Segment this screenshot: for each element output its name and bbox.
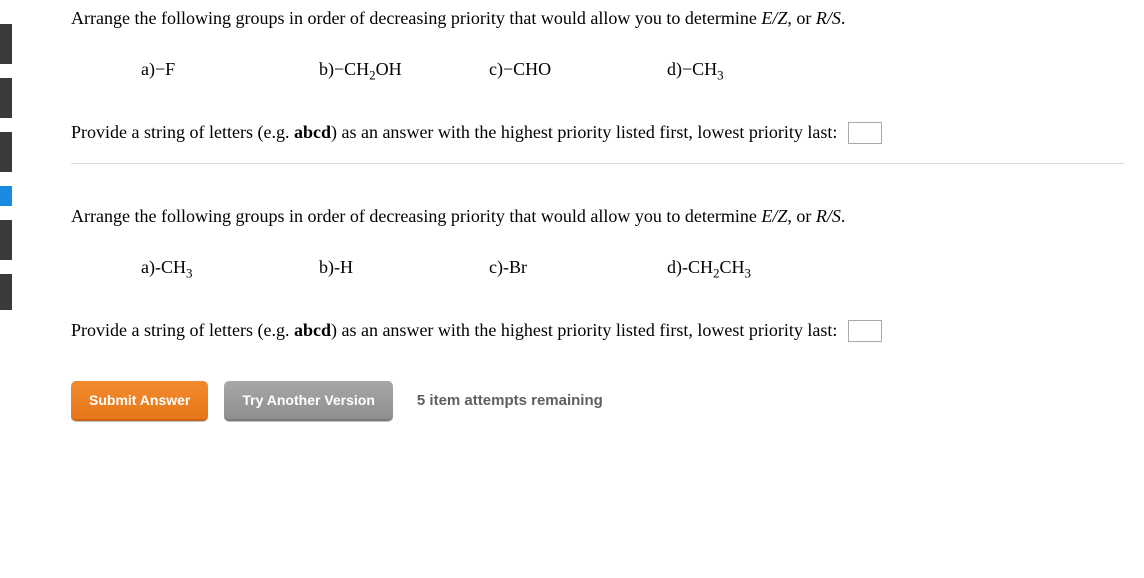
opt-sub: 3 <box>186 266 192 281</box>
opt-sub: 3 <box>717 68 723 83</box>
sidebar-segment[interactable] <box>0 220 12 260</box>
q2-options: a)-CH3 b)-H c)-Br d)-CH2CH3 <box>141 257 1124 282</box>
opt-body-post: OH <box>376 59 402 79</box>
footer-actions: Submit Answer Try Another Version 5 item… <box>71 381 1124 421</box>
q1-answer-input[interactable] <box>848 122 882 144</box>
opt-prefix: b) <box>319 59 334 79</box>
opt-prefix: b) <box>319 257 334 277</box>
opt-body-mid: CH <box>719 257 744 277</box>
try-another-version-button[interactable]: Try Another Version <box>224 381 393 421</box>
opt-body: -H <box>334 257 353 277</box>
opt-body-pre: -CH <box>682 257 713 277</box>
q1-prompt: Arrange the following groups in order of… <box>71 6 1124 31</box>
opt-body: −CHO <box>503 59 551 79</box>
submit-answer-button[interactable]: Submit Answer <box>71 381 208 421</box>
q1-rs: R/S <box>816 8 841 28</box>
instr-pre: Provide a string of letters (e.g. <box>71 122 294 142</box>
opt-body: −F <box>155 59 175 79</box>
opt-sub: 3 <box>745 266 751 281</box>
sidebar-nav-markers <box>0 0 12 310</box>
page: Arrange the following groups in order of… <box>0 0 1144 578</box>
opt-prefix: d) <box>667 257 682 277</box>
sidebar-segment-active[interactable] <box>0 186 12 206</box>
q2-prompt-end: . <box>841 206 846 226</box>
q2-option-c: c)-Br <box>489 257 667 282</box>
sidebar-segment[interactable] <box>0 132 12 172</box>
instr-bold: abcd <box>294 122 331 142</box>
opt-prefix: c) <box>489 257 503 277</box>
opt-body-pre: −CH <box>334 59 369 79</box>
q2-instruction: Provide a string of letters (e.g. abcd) … <box>71 318 1124 343</box>
opt-prefix: a) <box>141 59 155 79</box>
divider <box>71 163 1124 164</box>
q2-ez: E/Z <box>761 206 787 226</box>
attempts-remaining: 5 item attempts remaining <box>417 392 603 409</box>
q2-option-a: a)-CH3 <box>141 257 319 282</box>
q2-option-b: b)-H <box>319 257 489 282</box>
instr-bold: abcd <box>294 320 331 340</box>
q1-instruction: Provide a string of letters (e.g. abcd) … <box>71 120 1124 145</box>
sidebar-segment[interactable] <box>0 78 12 118</box>
q2-rs: R/S <box>816 206 841 226</box>
sidebar-segment[interactable] <box>0 274 12 310</box>
opt-body-pre: −CH <box>682 59 717 79</box>
opt-body: -Br <box>503 257 527 277</box>
opt-prefix: a) <box>141 257 155 277</box>
q2-prompt-mid: , or <box>787 206 816 226</box>
instr-post: ) as an answer with the highest priority… <box>331 320 837 340</box>
sidebar-segment[interactable] <box>0 24 12 64</box>
q1-option-b: b)−CH2OH <box>319 59 489 84</box>
q1-ez: E/Z <box>761 8 787 28</box>
q1-option-c: c)−CHO <box>489 59 667 84</box>
q2-option-d: d)-CH2CH3 <box>667 257 751 282</box>
q1-prompt-end: . <box>841 8 846 28</box>
q1-options: a)−F b)−CH2OH c)−CHO d)−CH3 <box>141 59 1124 84</box>
q1-prompt-text: Arrange the following groups in order of… <box>71 8 761 28</box>
opt-body-pre: -CH <box>155 257 186 277</box>
q2-answer-input[interactable] <box>848 320 882 342</box>
instr-post: ) as an answer with the highest priority… <box>331 122 837 142</box>
q1-option-a: a)−F <box>141 59 319 84</box>
opt-prefix: c) <box>489 59 503 79</box>
instr-pre: Provide a string of letters (e.g. <box>71 320 294 340</box>
opt-prefix: d) <box>667 59 682 79</box>
q1-prompt-mid: , or <box>787 8 816 28</box>
content-area: Arrange the following groups in order of… <box>71 0 1144 421</box>
q2-prompt-text: Arrange the following groups in order of… <box>71 206 761 226</box>
q1-option-d: d)−CH3 <box>667 59 724 84</box>
q2-prompt: Arrange the following groups in order of… <box>71 204 1124 229</box>
